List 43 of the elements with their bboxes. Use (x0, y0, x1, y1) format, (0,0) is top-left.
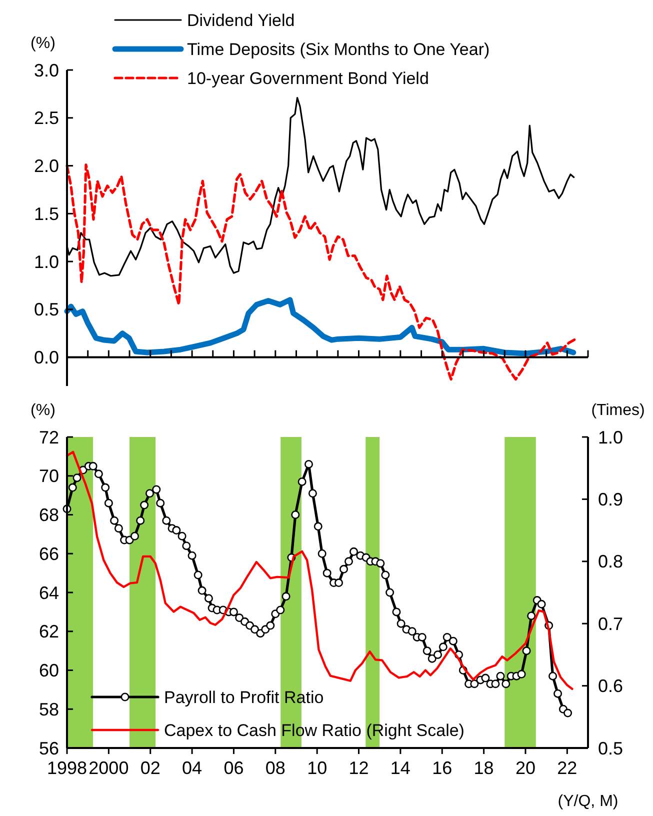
y2-tick-label: 0.5 (598, 738, 624, 758)
x-tick-label: 10 (307, 758, 328, 778)
y-axis-title: (%) (30, 402, 56, 419)
y-tick-label: 60 (38, 660, 59, 681)
y-tick-label: 66 (38, 544, 59, 564)
y2-tick-label: 0.8 (598, 552, 624, 572)
y-tick-label: 2.0 (34, 156, 59, 176)
y-tick-label: 62 (38, 622, 59, 642)
y2-tick-label: 0.6 (598, 676, 624, 696)
y-tick-label: 0.5 (34, 300, 59, 320)
y-tick-label: 68 (38, 505, 59, 526)
y2-tick-label: 0.9 (598, 490, 624, 510)
legend-label: 10-year Government Bond Yield (187, 68, 429, 88)
x-tick-label: 14 (390, 758, 410, 778)
y-tick-label: 2.5 (34, 108, 59, 128)
x-tick-label: 04 (182, 758, 202, 778)
x-tick-label: 12 (348, 758, 369, 778)
x-tick-label: 18 (474, 758, 494, 778)
y-tick-label: 1.5 (34, 204, 59, 224)
x-tick-label: 06 (224, 758, 244, 778)
y-tick-label: 1.0 (34, 252, 59, 272)
y-tick-label: 70 (38, 466, 59, 486)
y-tick-label: 64 (38, 582, 59, 603)
x-tick-label: 16 (432, 758, 452, 778)
x-tick-label: 22 (557, 758, 578, 778)
x-tick-label: 20 (515, 758, 536, 778)
y-tick-label: 56 (38, 738, 59, 758)
x-axis-title: (Y/Q, M) (558, 793, 618, 810)
x-tick-label: 08 (265, 758, 286, 778)
x-tick-label: 02 (140, 758, 160, 778)
y2-tick-label: 0.7 (598, 614, 624, 634)
x-tick-label: 2000 (88, 758, 129, 778)
y-tick-label: 58 (38, 699, 59, 720)
y-tick-label: 72 (38, 427, 59, 448)
y2-tick-label: 1.0 (598, 427, 624, 448)
y2-axis-title: (Times) (591, 402, 645, 419)
y-axis-title: (%) (30, 35, 56, 52)
legend-label: Dividend Yield (187, 10, 295, 30)
y-tick-label: 0.0 (34, 348, 59, 368)
y-tick-label: 3.0 (34, 60, 59, 80)
line-series (66, 164, 578, 381)
legend-label: Time Deposits (Six Months to One Year) (187, 40, 490, 59)
x-tick-label: 1998 (46, 758, 88, 778)
